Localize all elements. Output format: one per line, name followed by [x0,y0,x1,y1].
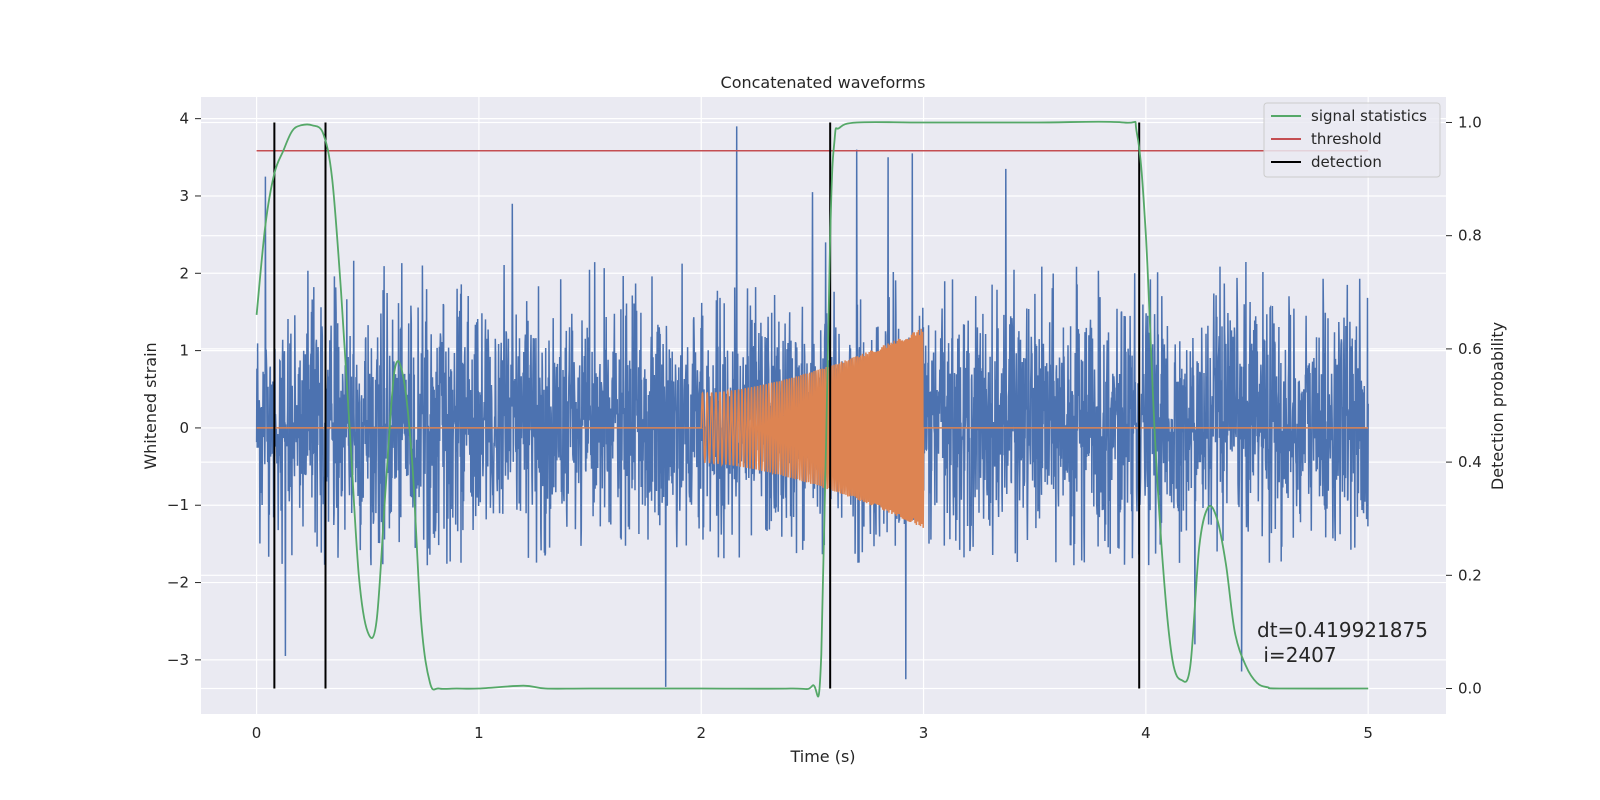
y-right-tick-label: 0.8 [1458,227,1482,245]
annotation: dt=0.419921875 i=2407 [1257,618,1428,667]
y-right-tick-label: 0.6 [1458,340,1482,358]
y-axis-label-left: Whitened strain [141,342,160,469]
chirp-series [256,328,1369,528]
y-left-tick-label: 1 [179,342,189,360]
legend-label: detection [1311,153,1382,171]
y-right-tick-label: 0.4 [1458,453,1482,471]
y-left-tick-label: −2 [167,574,189,592]
y-left-tick-label: 0 [179,419,189,437]
legend-label: signal statistics [1311,107,1427,125]
ticks: 0 1 2 3 4 5 −3 −2 −1 0 1 2 3 4 0.0 0.2 0.4 0.6 0.8 1.0 [167,110,1482,742]
x-tick-label: 4 [1141,724,1151,742]
x-tick-label: 0 [252,724,262,742]
x-tick-label: 1 [474,724,484,742]
y-left-tick-label: 2 [179,264,189,282]
y-right-tick-label: 0.0 [1458,680,1482,698]
noise-series [255,126,1369,687]
legend-box [1263,102,1441,178]
y-left-tick-label: −1 [167,496,189,514]
legend-label: threshold [1311,130,1382,148]
x-axis-label: Time (s) [789,747,855,766]
y-left-tick-label: −3 [167,651,189,669]
x-tick-label: 3 [919,724,929,742]
annotation-index: i=2407 [1257,643,1337,667]
y-left-tick-label: 3 [179,187,189,205]
y-axis-label-right: Detection probability [1488,322,1507,490]
right-axis-series [255,120,1369,698]
signal-statistics-line [255,120,1369,698]
annotation-dt: dt=0.419921875 [1257,618,1428,642]
x-tick-label: 2 [696,724,706,742]
chirp-line [256,328,1369,528]
x-tick-label: 5 [1363,724,1373,742]
noise-line [255,126,1369,687]
chart-title: Concatenated waveforms [721,73,926,92]
y-right-tick-label: 0.2 [1458,566,1482,584]
legend: signal statistics threshold detection [1263,102,1441,178]
y-left-tick-label: 4 [179,110,189,128]
y-right-tick-label: 1.0 [1458,113,1482,131]
